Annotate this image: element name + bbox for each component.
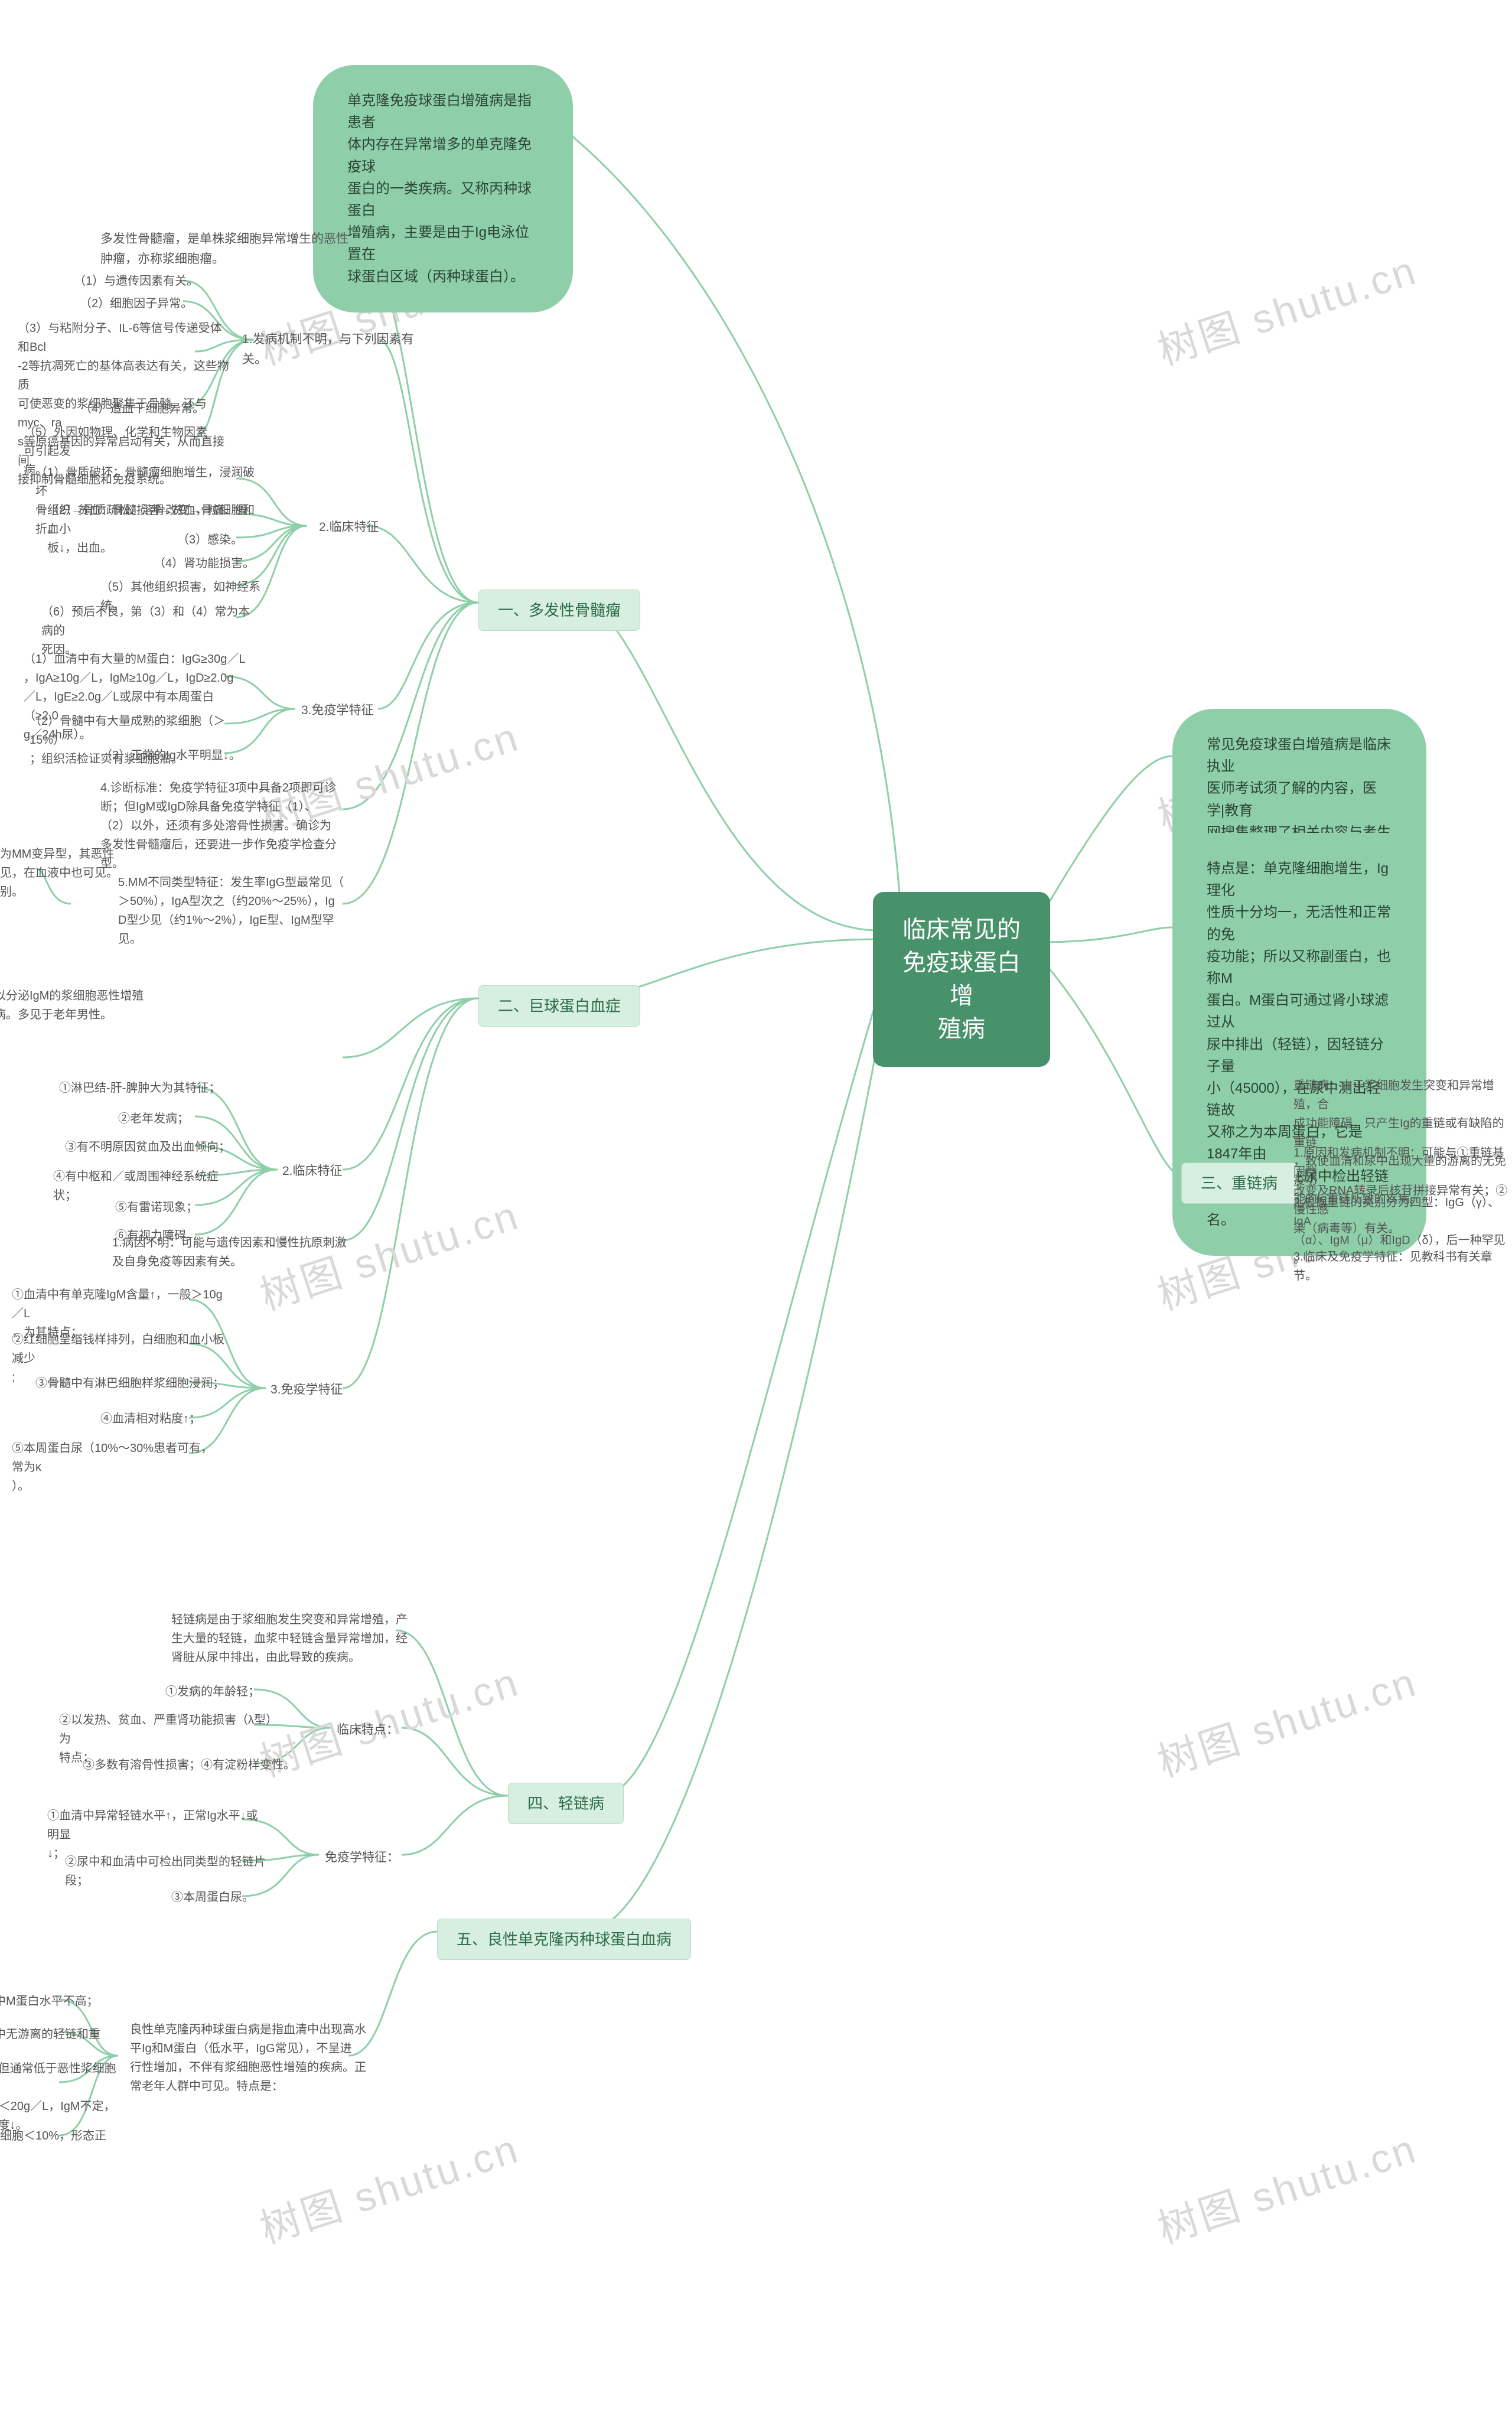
s4-a-3: ③多数有溶骨性损害；④有淀粉样变性。 [83,1756,295,1774]
section-3-heading[interactable]: 三、重链病 [1181,1162,1297,1204]
s5-intro: 良性单克隆丙种球蛋白病是指血清中出现高水 平Ig和M蛋白（低水平，IgG常见），… [130,2020,366,2096]
s4-a: 临床特点： [337,1720,399,1740]
s1-3: 3.免疫学特征 [301,701,374,721]
s1-5-note: 注意：浆细胞白血病：为MM变异型，其恶性 浆细胞不仅在骨髓中可见，在血液中也可见… [0,845,130,901]
s2-3-c: ③骨髓中有淋巴细胞样浆细胞浸润； [35,1374,224,1393]
s1-1-a: （1）与遗传因素有关。 [74,272,216,291]
s1-1-d: （4）造血干细胞异常。 [80,399,221,418]
intro-bubble: 单克隆免疫球蛋白增殖病是指患者 体内存在异常增多的单克隆免疫球 蛋白的一类疾病。… [313,65,573,312]
s4-b-2: ②尿中和血清中可检出同类型的轻链片段； [65,1852,272,1890]
s5-b: ②血和尿中无游离的轻链和重链； [0,2025,118,2063]
s1-4: 4.诊断标准：免疫学特征3项中具备2项即可诊 断；但IgM或IgD除具备免疫学特… [100,779,354,873]
s4-a-1: ①发病的年龄轻； [165,1682,260,1701]
s1-1-b: （2）细胞因子异常。 [80,294,221,313]
s1-2-d: （4）肾功能损害。 [154,554,255,573]
s3-3: 3.临床及免疫学特征：见教科书有关章节。 [1293,1248,1512,1285]
s4-b: 免疫学特征： [325,1848,399,1868]
s2-2-e: ⑤有雷诺现象； [115,1198,198,1217]
s2-3-d: ④血清相对粘度↑； [100,1409,201,1428]
s1-intro: 多发性骨髓瘤，是单株浆细胞异常增生的恶性 肿瘤，亦称浆细胞瘤。 [100,229,366,269]
s1-2-c: （3）感染。 [177,530,243,549]
s2-3-e: ⑤本周蛋白尿（10%～30%患者可有，常为κ ）。 [12,1439,224,1496]
center-topic[interactable]: 临床常见的免疫球蛋白增 殖病 [873,892,1050,1067]
s1-5: 5.MM不同类型特征：发生率IgG型最常见（ ＞50%），IgA型次之（约20%… [118,873,354,949]
s1-3-c: （3）正常的Ig水平明显↓。 [100,746,248,765]
s2-2-f: ⑥有视力障碍。 [115,1226,198,1245]
s5-c: ③血中有高水平Ig，但通常低于恶性浆细胞病 ，IgG≤30g／L，IgA＜20g… [0,2059,118,2135]
section-5-heading[interactable]: 五、良性单克隆丙种球蛋白血病 [437,1919,691,1960]
s2-2-a: ①淋巴结-肝-脾肿大为其特征； [59,1079,224,1098]
section-1-heading[interactable]: 一、多发性骨髓瘤 [478,590,640,631]
s2-intro: 巨球蛋白血症是以分泌IgM的浆细胞恶性增殖 为病理基础的疾病。多见于老年男性。 [0,986,159,1024]
s2-2: 2.临床特征 [282,1161,343,1181]
s1-2: 2.临床特征 [319,517,379,538]
s2-2-c: ③有不明原因贫血及出血倾向； [65,1138,230,1157]
s2-2-b: ②老年发病； [118,1109,189,1128]
s4-b-3: ③本周蛋白尿。 [171,1888,254,1907]
s1-1: 1.发病机制不明，与下列因素有关。 [242,330,425,369]
section-2-heading[interactable]: 二、巨球蛋白血症 [478,985,640,1027]
section-4-heading[interactable]: 四、轻链病 [508,1783,624,1824]
s2-3: 3.免疫学特征 [271,1380,343,1400]
s4-intro: 轻链病是由于浆细胞发生突变和异常增殖，产 生大量的轻链，血浆中轻链含量异常增加，… [171,1610,408,1667]
s5-d: ④骨髓中浆细胞＜10%，形态正常。 [0,2127,118,2164]
s5-a: ①血中M蛋白水平不高； [0,1992,118,2011]
